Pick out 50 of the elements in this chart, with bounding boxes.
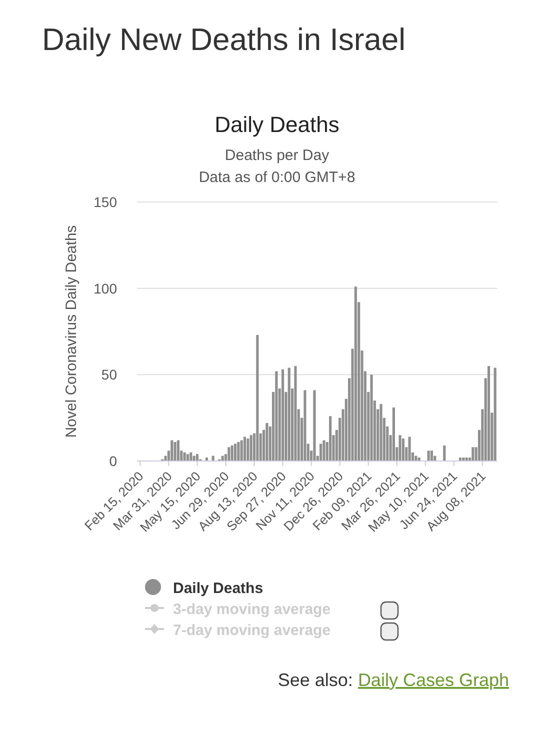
text: See also:: [278, 670, 358, 690]
bar: [176, 440, 180, 461]
bar: [380, 404, 382, 461]
bar: [281, 369, 284, 461]
bar: [487, 366, 490, 461]
bar: [230, 445, 234, 461]
bar: [174, 442, 176, 461]
bar: [186, 454, 189, 461]
bar: [408, 436, 411, 461]
bar: [294, 366, 297, 461]
bar: [472, 447, 474, 461]
bar: [250, 435, 252, 461]
bar: [402, 438, 404, 461]
legend-label: Daily Deaths: [173, 580, 264, 597]
bar: [275, 371, 278, 461]
bar: [354, 286, 357, 461]
bar: [246, 438, 250, 461]
chart-title: Daily Deaths: [214, 112, 340, 137]
bar: [494, 368, 496, 461]
y-axis-title: Novel Coronavirus Daily Deaths: [63, 225, 80, 438]
bar: [256, 334, 259, 461]
bar: [266, 423, 268, 461]
bar: [430, 450, 434, 461]
y-tick-label: 0: [109, 453, 118, 469]
bar: [183, 452, 186, 461]
bar: [240, 440, 243, 461]
bar: [304, 390, 306, 461]
text: Daily New Deaths in Israel: [42, 22, 406, 57]
y-tick-label: 100: [94, 280, 118, 296]
bar: [228, 447, 230, 461]
bar: [170, 440, 174, 461]
text: Daily Cases Graph: [358, 670, 509, 690]
bar: [288, 368, 290, 461]
chart-subtitle: Deaths per Day Data as of 0:00 GMT+8: [198, 147, 356, 186]
bar: [322, 440, 326, 461]
bar: [392, 407, 395, 461]
bar: [196, 454, 198, 461]
bar: [329, 416, 332, 461]
bar: [243, 436, 246, 461]
bar: [398, 435, 402, 461]
y-tick-label: 50: [101, 366, 118, 383]
bar: [234, 444, 237, 461]
y-tick-label: 150: [94, 194, 118, 210]
bar: [313, 390, 316, 461]
bar: [190, 452, 192, 461]
bar: [237, 442, 240, 461]
bar: [320, 444, 322, 461]
bar: [427, 450, 430, 461]
bar: [370, 374, 373, 461]
bar: [443, 445, 446, 461]
